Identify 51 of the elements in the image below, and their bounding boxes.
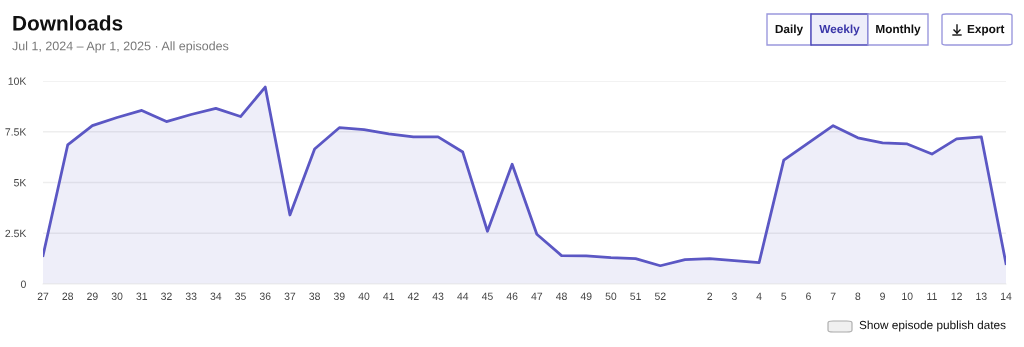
x-tick-label: 8 <box>855 292 861 300</box>
x-tick-label: 31 <box>136 292 148 300</box>
x-tick-label: 33 <box>185 292 197 300</box>
x-tick-label: 46 <box>506 292 518 300</box>
x-tick-label: 41 <box>383 292 394 300</box>
x-tick-label: 9 <box>880 292 885 300</box>
x-tick-label: 39 <box>333 292 345 300</box>
x-tick-label: 2 <box>707 292 713 300</box>
x-tick-label: 5 <box>781 292 787 300</box>
x-tick-label: 6 <box>806 292 811 300</box>
x-tick-label: 11 <box>927 292 937 300</box>
x-tick-label: 13 <box>976 292 987 300</box>
text: Show episode publish dates <box>859 320 1006 332</box>
x-tick-label: 50 <box>605 292 617 300</box>
x-tick-label: 3 <box>731 292 737 300</box>
x-tick-label: 45 <box>481 292 493 300</box>
x-tick-label: 47 <box>531 292 543 300</box>
x-tick-label: 48 <box>555 292 567 300</box>
text: Weekly <box>819 24 860 36</box>
y-tick-label: 5K <box>14 179 27 187</box>
x-tick-label: 27 <box>37 292 49 300</box>
text: Export <box>967 24 1005 36</box>
x-tick-label: 42 <box>407 292 419 300</box>
x-tick-label: 10 <box>902 292 913 300</box>
x-tick-label: 12 <box>951 292 962 300</box>
y-tick-label: 2.5K <box>5 229 27 238</box>
text: Monthly <box>876 24 921 36</box>
x-tick-label: 14 <box>1001 292 1012 300</box>
x-tick-label: 44 <box>457 292 469 300</box>
x-tick-label: 34 <box>210 292 222 300</box>
x-tick-label: 37 <box>284 292 296 300</box>
x-tick-label: 35 <box>235 292 246 300</box>
text: Daily <box>775 24 804 36</box>
x-tick-label: 7 <box>830 292 836 300</box>
y-tick-label: 7.5K <box>5 128 27 136</box>
x-tick-label: 49 <box>580 292 592 300</box>
y-tick-label: 10K <box>8 77 27 85</box>
y-tick-label: 0 <box>20 280 26 288</box>
x-tick-label: 29 <box>87 292 98 300</box>
x-tick-label: 4 <box>756 292 762 300</box>
x-tick-label: 30 <box>111 292 123 300</box>
x-tick-label: 32 <box>161 292 172 300</box>
chart-subtitle: Jul 1, 2024 – Apr 1, 2025 · All episodes <box>12 41 229 53</box>
x-tick-label: 36 <box>259 292 271 300</box>
x-tick-label: 51 <box>630 292 641 300</box>
x-tick-label: 52 <box>654 292 666 300</box>
chart-title: Downloads <box>13 15 123 31</box>
x-tick-label: 43 <box>432 292 444 300</box>
x-tick-label: 38 <box>309 292 320 300</box>
x-tick-label: 28 <box>62 292 74 300</box>
x-tick-label: 40 <box>358 292 370 300</box>
